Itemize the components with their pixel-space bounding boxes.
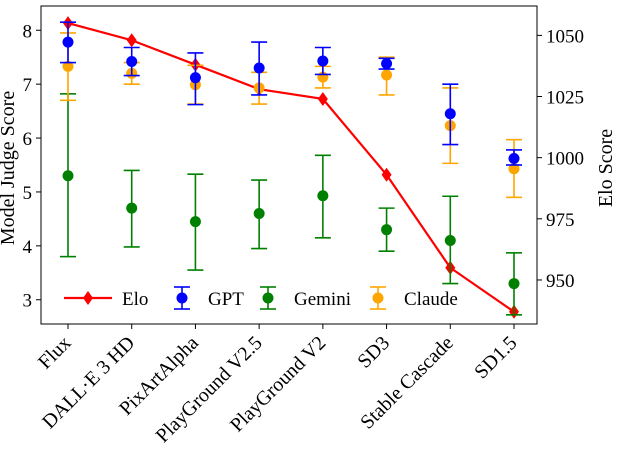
plot-frame [40,5,538,325]
gpt-point [189,72,201,84]
left-tick-label: 8 [23,21,33,42]
gpt-point [317,55,329,67]
legend-claude-label: Claude [404,289,458,310]
gpt-point [444,108,456,120]
axes [40,5,538,325]
right-tick-label: 1000 [546,149,584,170]
gemini-point [126,202,138,214]
gpt-point [62,36,74,48]
y-axis-label-right: Elo Score [595,129,617,207]
gpt-point [381,58,393,70]
elo-point [126,33,137,48]
claude-point [62,60,74,72]
gemini-point [444,234,456,246]
right-tick-label: 950 [546,271,575,292]
left-axis-ticks: 3 4 5 6 7 8 [23,21,41,312]
right-tick-label: 1050 [546,26,584,47]
legend-gemini-label: Gemini [294,289,351,310]
legend-claude-marker [372,292,384,304]
x-tick-label: SD1.5 [470,332,521,383]
left-tick-label: 4 [23,237,33,258]
gemini-point [189,216,201,228]
left-tick-label: 5 [23,183,33,204]
right-tick-label: 975 [546,210,575,231]
gemini-point [253,208,265,220]
x-tick-label: SD3 [353,332,394,373]
gpt-point [508,153,520,165]
errorbar-layer [60,21,522,316]
claude-point [381,69,393,81]
left-tick-label: 7 [23,75,33,96]
legend-elo-label: Elo [122,289,148,310]
elo-point [317,91,328,106]
elo-line [67,22,515,313]
gemini-point [381,224,393,236]
left-tick-label: 6 [23,129,33,150]
right-axis-ticks: 950 975 1000 1025 1050 [537,26,584,292]
gpt-point [253,62,265,74]
x-tick-label: Flux [34,332,75,373]
legend-elo-marker [83,291,93,305]
y-axis-label-left: Model Judge Score [0,91,19,246]
legend-gpt-marker [176,292,188,304]
gemini-point [508,278,520,290]
elo-point [381,167,392,182]
right-tick-label: 1025 [546,88,584,109]
gemini-point [62,170,74,182]
gpt-point [126,56,138,68]
gemini-point [317,190,329,202]
legend-gemini-marker [262,292,274,304]
legend: Elo GPT Gemini Claude [64,286,458,310]
legend-gpt-label: GPT [208,289,244,310]
claude-point [508,163,520,175]
left-tick-label: 3 [23,291,33,312]
